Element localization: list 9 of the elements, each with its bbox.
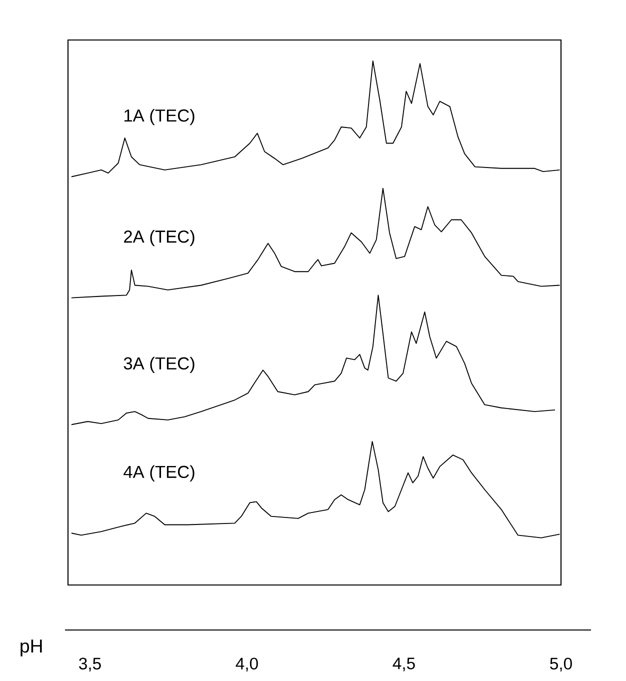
text: 4A (TEC): [124, 465, 194, 482]
series-label: 1A (TEC): [124, 108, 194, 126]
x-tick-label: 3,5: [79, 658, 101, 672]
text: 3A (TEC): [124, 356, 194, 373]
x-tick-label: 5,0: [550, 658, 572, 672]
series-label: 2A (TEC): [124, 230, 194, 246]
x-tick-label: 4,5: [392, 658, 415, 672]
x-tick-label: 4,0: [236, 658, 258, 672]
x-axis-title: pH: [20, 640, 42, 656]
